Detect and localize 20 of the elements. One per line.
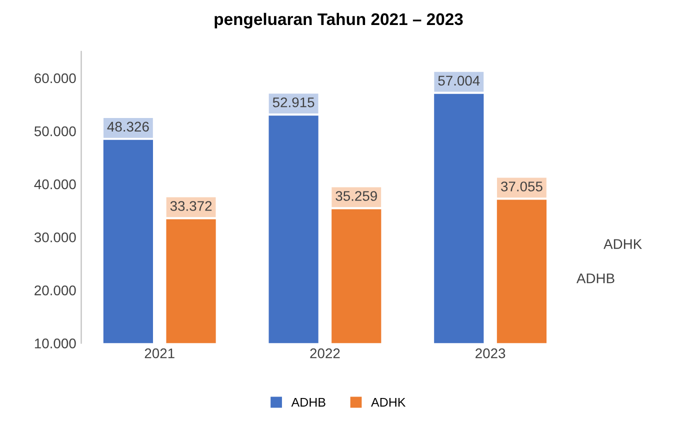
data-label: 48.326 — [107, 122, 149, 132]
data-label: 57.004 — [438, 76, 480, 86]
y-tick-label: 10.000 — [34, 338, 76, 348]
data-label: 35.259 — [336, 191, 377, 201]
text: ADHB — [576, 274, 614, 284]
legend-label: ADHB — [291, 398, 326, 407]
text: ADHK — [604, 239, 642, 249]
x-tick-label: 2023 — [476, 348, 506, 358]
y-tick-label: 40.000 — [34, 179, 76, 190]
chart-title: pengeluaran Tahun 2021 – 2023 — [214, 12, 463, 28]
data-label: 37.055 — [501, 182, 542, 192]
data-label: 33.372 — [170, 201, 212, 211]
y-tick-label: 30.000 — [34, 232, 76, 242]
legend-label: ADHK — [371, 398, 406, 407]
y-tick-label: 60.000 — [34, 73, 76, 84]
x-tick-label: 2021 — [144, 348, 174, 358]
x-tick-label: 2022 — [310, 348, 340, 358]
data-label: 52.915 — [272, 97, 314, 108]
y-tick-label: 50.000 — [34, 126, 76, 136]
y-tick-label: 20.000 — [34, 285, 76, 296]
